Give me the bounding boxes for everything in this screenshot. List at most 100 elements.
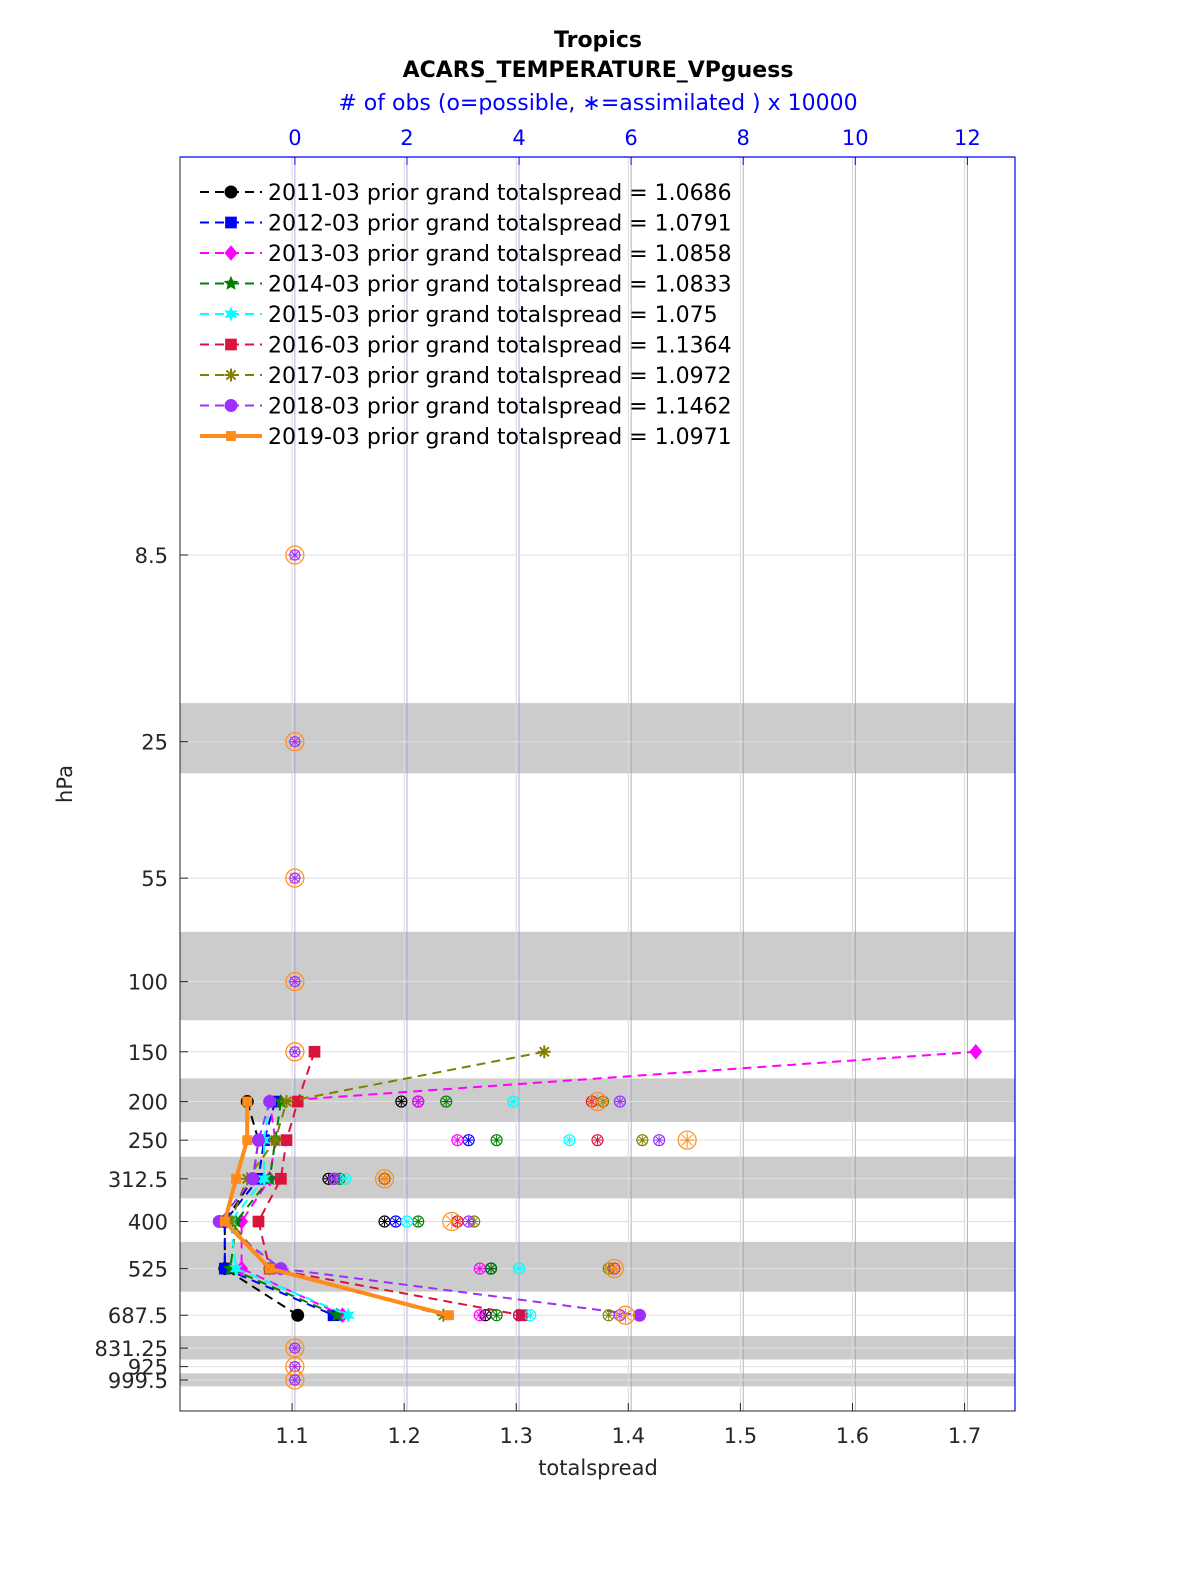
- obs-possible-marker: [412, 1095, 425, 1108]
- series-marker: [291, 1095, 304, 1108]
- series-line: [217, 1101, 640, 1317]
- obs-assimilated-marker: [376, 1171, 393, 1187]
- obs-assimilated-marker: [441, 1096, 451, 1107]
- obs-possible-marker: [285, 972, 305, 992]
- x-axis-label: totalspread: [538, 1456, 658, 1480]
- obs-assimilated-marker: [290, 737, 300, 746]
- x-tick-label: 1.3: [500, 1424, 533, 1448]
- obs-assimilated-marker: [475, 1263, 485, 1274]
- obs-possible-marker: [615, 1305, 636, 1325]
- y-tick-label: 100: [128, 971, 168, 995]
- x-tick-labels: 1.1 1.2 1.3 1.4 1.5 1.6 1.7: [275, 1403, 981, 1448]
- obs-possible-marker: [473, 1309, 486, 1322]
- obs-assimilated-marker: [402, 1216, 412, 1227]
- obs-assimilated-marker: [290, 1343, 300, 1353]
- obs-possible-marker: [289, 1374, 301, 1386]
- series-marker: [224, 185, 238, 199]
- chart-title: Tropics: [554, 28, 642, 53]
- obs-assimilated-marker: [413, 1216, 423, 1227]
- obs-possible-marker: [587, 1091, 608, 1112]
- series-marker: [242, 1096, 253, 1107]
- y-tick-label: 8.5: [135, 544, 168, 568]
- obs-assimilated-marker: [679, 1132, 695, 1148]
- legend-label: 2017-03 prior grand totalspread = 1.0972: [268, 364, 732, 389]
- obs-assimilated-marker: [290, 550, 300, 560]
- obs-possible-marker: [289, 736, 301, 748]
- obs-assimilated-marker: [396, 1096, 407, 1107]
- shaded-bands: [180, 703, 1015, 1387]
- series-marker: [224, 245, 238, 261]
- legend-label: 2019-03 prior grand totalspread = 1.0971: [268, 425, 732, 450]
- legend-label: 2011-03 prior grand totalspread = 1.0686: [268, 181, 732, 206]
- obs-possible-marker: [442, 1211, 462, 1232]
- top-tick-label: 10: [842, 126, 869, 150]
- y-tick-label: 400: [128, 1211, 168, 1235]
- y-tick-labels: 8.5 25 55 100 150 200 250 312.5 400 525 687.5 831.2…: [95, 544, 188, 1393]
- y-tick-label: 250: [128, 1129, 168, 1153]
- chart-subtitle: ACARS_TEMPERATURE_VPguess: [403, 58, 794, 83]
- y-tick-label: 312.5: [108, 1168, 168, 1192]
- obs-assimilated-marker: [379, 1216, 390, 1227]
- obs-possible-marker: [400, 1215, 414, 1228]
- top-tick-label: 2: [400, 126, 413, 150]
- shaded-band: [180, 703, 1015, 774]
- obs-assimilated-marker: [290, 1375, 300, 1385]
- obs-possible-marker: [285, 1370, 305, 1390]
- series-marker: [226, 431, 236, 441]
- obs-assimilated-marker: [592, 1135, 603, 1145]
- obs-possible-marker: [289, 549, 301, 561]
- series-marker: [291, 1308, 305, 1322]
- obs-assimilated-marker: [391, 1216, 401, 1227]
- series-marker: [329, 1307, 345, 1322]
- obs-possible-marker: [285, 868, 305, 888]
- x-tick-label: 1.6: [836, 1424, 869, 1448]
- series-marker: [279, 1095, 293, 1109]
- x-tick-label: 1.5: [724, 1424, 757, 1448]
- series-marker: [268, 1133, 282, 1147]
- legend-label: 2012-03 prior grand totalspread = 1.0791: [268, 212, 732, 237]
- y-tick-label: 25: [141, 731, 168, 755]
- series-marker: [225, 216, 237, 229]
- series-marker: [537, 1045, 551, 1059]
- series-marker: [224, 306, 238, 322]
- shaded-band: [180, 931, 1015, 1021]
- y-tick-label: 925: [128, 1356, 168, 1380]
- obs-possible-marker: [591, 1134, 604, 1147]
- obs-assimilated-marker: [444, 1213, 460, 1230]
- obs-possible-marker: [285, 1042, 305, 1062]
- obs-possible-marker: [490, 1134, 503, 1147]
- x-tick-label: 1.1: [275, 1424, 308, 1448]
- top-tick-label: 4: [512, 126, 525, 150]
- series-marker: [223, 1215, 237, 1229]
- series-line: [229, 1101, 349, 1317]
- y-tick-label: 831.25: [95, 1337, 168, 1361]
- obs-assimilated-marker: [615, 1096, 625, 1107]
- obs-assimilated-marker: [329, 1174, 339, 1184]
- series-marker: [251, 1133, 265, 1147]
- top-axis-label: # of obs (o=possible, ∗=assimilated ) x …: [338, 91, 857, 116]
- obs-possible-marker: [613, 1095, 627, 1108]
- obs-assimilated-marker: [290, 1362, 300, 1371]
- series-marker: [633, 1308, 647, 1322]
- obs-possible-marker: [484, 1262, 498, 1275]
- x-tick-label: 1.7: [948, 1424, 981, 1448]
- series-marker: [275, 1172, 287, 1185]
- legend-label: 2016-03 prior grand totalspread = 1.1364: [268, 334, 732, 359]
- obs-assimilated-marker: [637, 1135, 648, 1145]
- y-tick-label: 200: [128, 1091, 168, 1115]
- obs-assimilated-marker: [452, 1135, 463, 1145]
- x-tick-label: 1.2: [387, 1424, 420, 1448]
- legend-label: 2015-03 prior grand totalspread = 1.075: [268, 303, 718, 328]
- y-axis-label: hPa: [53, 765, 77, 803]
- obs-assimilated-marker: [654, 1135, 664, 1145]
- obs-assimilated-marker: [617, 1307, 634, 1323]
- obs-assimilated-marker: [491, 1135, 502, 1145]
- obs-assimilated-marker: [589, 1093, 606, 1110]
- series-layer: [212, 1043, 983, 1324]
- obs-possible-marker: [328, 1172, 341, 1185]
- y-tick-label: 525: [128, 1258, 168, 1282]
- obs-possible-marker: [512, 1309, 526, 1322]
- series-marker: [225, 338, 237, 351]
- obs-assimilated-marker: [486, 1263, 496, 1274]
- y-tick-label: 687.5: [108, 1304, 168, 1328]
